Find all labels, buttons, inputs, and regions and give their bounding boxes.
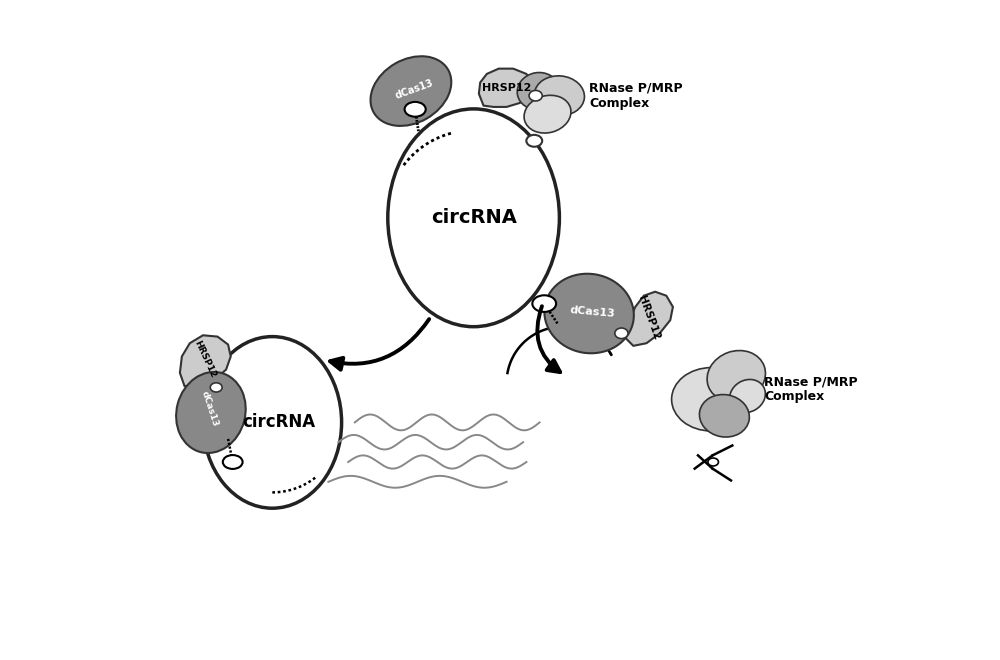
Text: HRSP12: HRSP12: [482, 82, 531, 93]
Text: dCas13: dCas13: [394, 79, 435, 101]
Polygon shape: [180, 335, 231, 386]
Ellipse shape: [532, 295, 556, 312]
Text: dCas13: dCas13: [200, 390, 220, 428]
Ellipse shape: [615, 328, 628, 339]
Ellipse shape: [526, 135, 542, 147]
Ellipse shape: [544, 274, 634, 353]
Text: RNase P/MRP
Complex: RNase P/MRP Complex: [764, 376, 858, 403]
Text: dCas13: dCas13: [569, 304, 615, 319]
Text: RNase P/MRP
Complex: RNase P/MRP Complex: [589, 82, 683, 110]
Ellipse shape: [708, 458, 718, 466]
Text: circRNA: circRNA: [242, 413, 315, 432]
Ellipse shape: [176, 372, 246, 453]
Ellipse shape: [210, 383, 222, 392]
Polygon shape: [479, 69, 533, 107]
Text: HRSP12: HRSP12: [637, 294, 662, 341]
Ellipse shape: [730, 379, 765, 412]
Ellipse shape: [405, 102, 426, 117]
FancyArrowPatch shape: [330, 319, 429, 370]
Ellipse shape: [524, 95, 571, 133]
Ellipse shape: [388, 109, 559, 327]
Ellipse shape: [534, 76, 584, 116]
Ellipse shape: [517, 73, 559, 110]
Ellipse shape: [371, 56, 451, 126]
Polygon shape: [624, 292, 673, 346]
FancyArrowPatch shape: [537, 306, 560, 372]
Text: HRSP12: HRSP12: [192, 339, 218, 379]
Ellipse shape: [707, 350, 765, 402]
Text: circRNA: circRNA: [431, 209, 517, 227]
Ellipse shape: [223, 455, 243, 469]
Ellipse shape: [203, 337, 342, 508]
Ellipse shape: [529, 90, 542, 101]
Ellipse shape: [672, 368, 751, 431]
Ellipse shape: [699, 395, 749, 437]
